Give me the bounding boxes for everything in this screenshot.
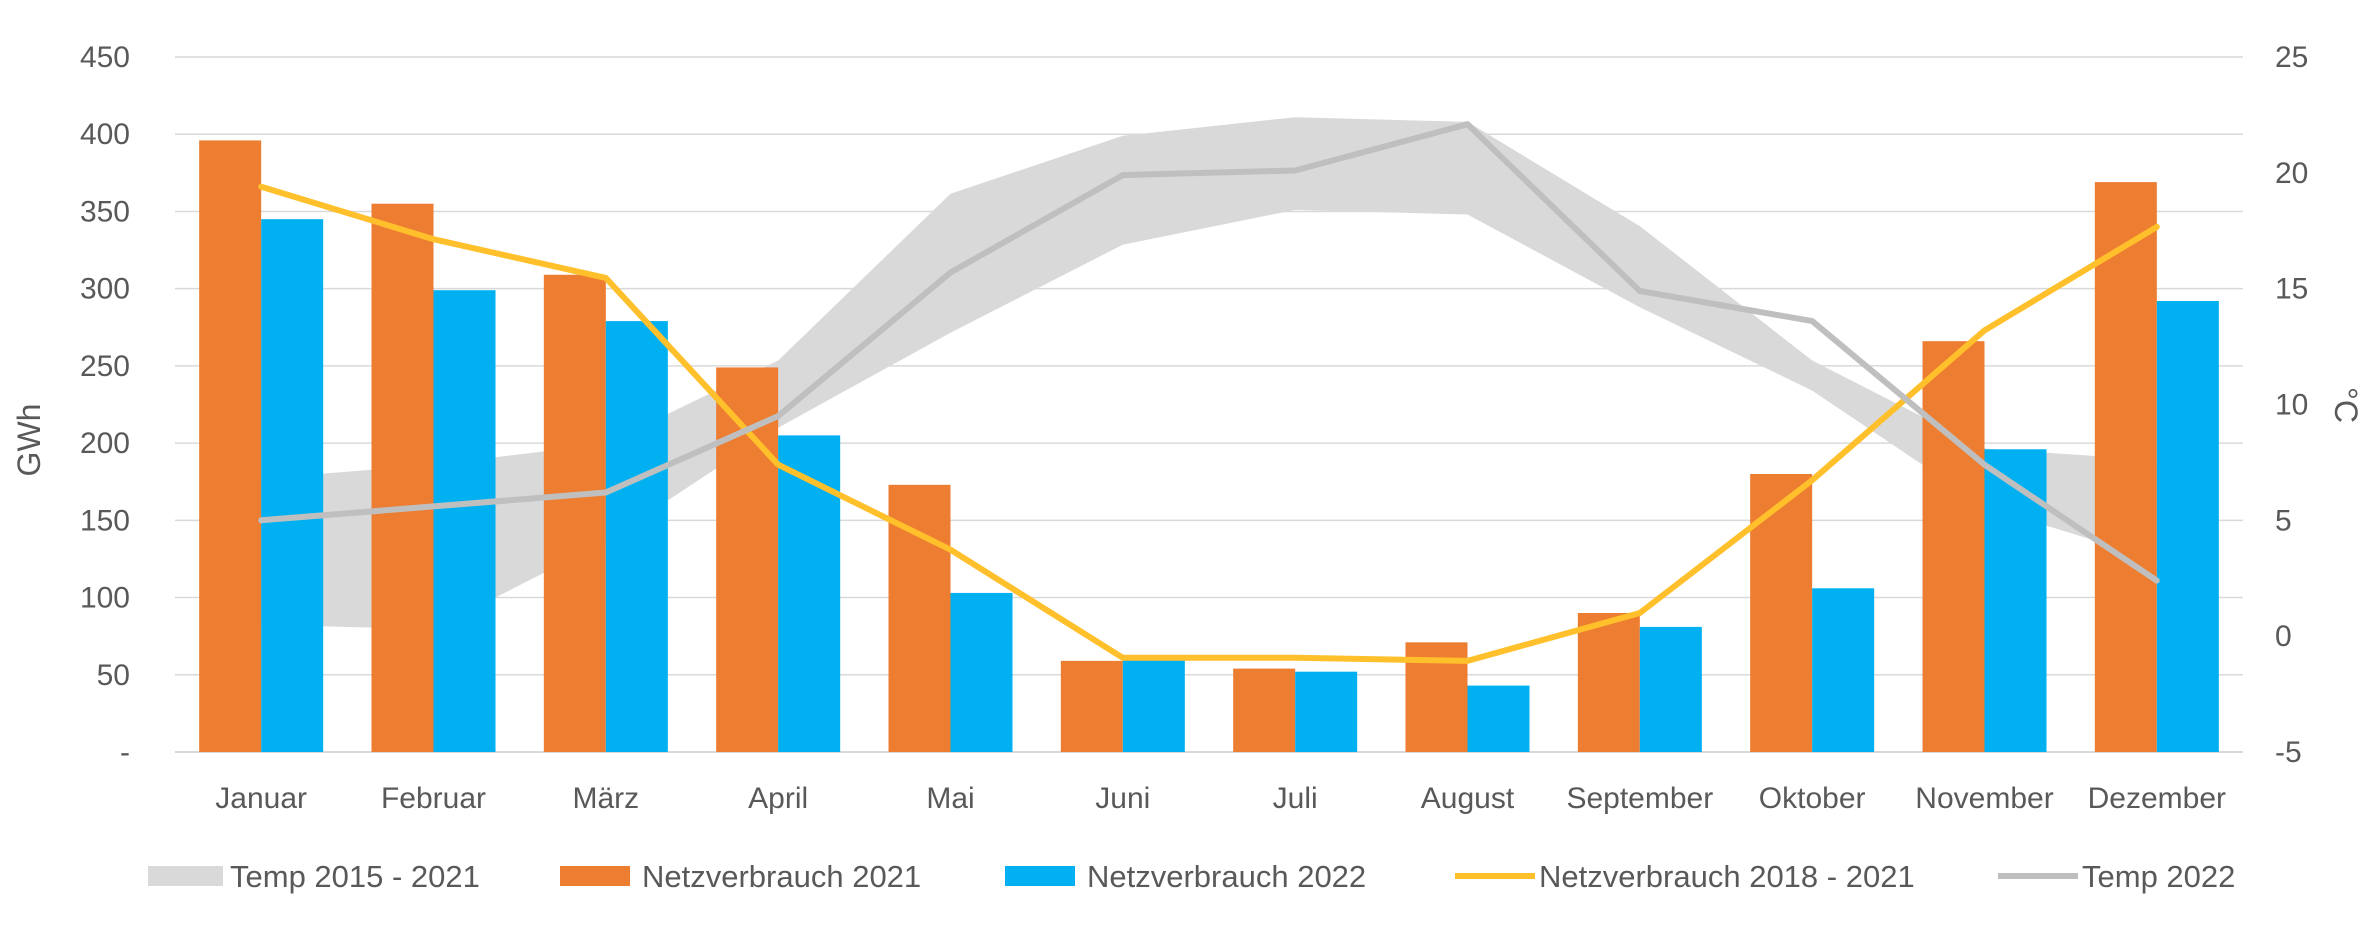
bar-netzverbrauch-2022: [1984, 449, 2047, 752]
bar-netzverbrauch-2022: [1639, 626, 1702, 752]
y-tick-label-right: 10: [2275, 389, 2308, 422]
y-tick-label-right: 20: [2275, 157, 2308, 190]
bars-layer: [199, 140, 2219, 753]
y-tick-label-left: 100: [80, 582, 130, 615]
legend: Temp 2015 - 2021 Netzverbrauch 2021 Netzve…: [148, 859, 2235, 894]
x-tick-label: Februar: [381, 782, 486, 815]
bar-netzverbrauch-2022: [1812, 588, 1875, 752]
x-tick-label: Dezember: [2088, 782, 2226, 815]
bar-netzverbrauch-2022: [1467, 685, 1530, 752]
bar-netzverbrauch-2021: [888, 484, 951, 752]
bar-netzverbrauch-2021: [1233, 668, 1296, 752]
y-tick-label-left: 300: [80, 273, 130, 306]
x-tick-label: Januar: [215, 782, 307, 815]
bar-netzverbrauch-2021: [199, 140, 262, 752]
x-tick-label: September: [1566, 782, 1713, 815]
x-tick-label: Juli: [1273, 782, 1318, 815]
x-tick-label: März: [572, 782, 639, 815]
bar-netzverbrauch-2022: [605, 321, 668, 752]
bar-netzverbrauch-2022: [2156, 301, 2219, 752]
x-tick-label: August: [1421, 782, 1515, 815]
line-netzverbrauch-2018-2021: [258, 183, 2160, 664]
bar-netzverbrauch-2022: [261, 219, 324, 752]
legend-swatch-bar: [560, 866, 630, 886]
bar-netzverbrauch-2021: [1750, 474, 1813, 752]
x-tick-label: Mai: [926, 782, 974, 815]
y-tick-label-right: 0: [2275, 620, 2292, 653]
lines-layer: [258, 121, 2160, 664]
line-temp-2022: [258, 121, 2160, 584]
y-tick-label-right: 15: [2275, 273, 2308, 306]
y-tick-label-left: -: [120, 736, 130, 769]
legend-label: Netzverbrauch 2018 - 2021: [1539, 859, 1915, 894]
legend-label: Temp 2022: [2082, 859, 2235, 894]
bar-netzverbrauch-2021: [1922, 341, 1985, 752]
legend-swatch-bar: [1005, 866, 1075, 886]
legend-swatch-band: [148, 866, 223, 886]
y-tick-label-right: 25: [2275, 41, 2308, 74]
bar-netzverbrauch-2021: [1577, 613, 1640, 752]
bar-netzverbrauch-2021: [2094, 182, 2157, 753]
y-tick-label-left: 350: [80, 195, 130, 228]
y-tick-label-left: 400: [80, 118, 130, 151]
y-axis-title-right: °C: [2328, 387, 2364, 423]
y-tick-label-right: 5: [2275, 504, 2292, 537]
bar-netzverbrauch-2022: [433, 290, 496, 752]
bar-netzverbrauch-2021: [371, 203, 434, 752]
y-tick-label-right: -5: [2275, 736, 2302, 769]
y-tick-label-left: 250: [80, 350, 130, 383]
y-tick-label-left: 450: [80, 41, 130, 74]
bar-netzverbrauch-2022: [1295, 671, 1358, 752]
legend-label: Netzverbrauch 2022: [1087, 859, 1366, 894]
x-tick-label: Juni: [1095, 782, 1150, 815]
axes-layer: -50100150200250300350400450-50510152025J…: [80, 41, 2308, 815]
bar-netzverbrauch-2022: [1122, 659, 1185, 752]
bar-netzverbrauch-2021: [716, 367, 779, 752]
x-tick-label: Oktober: [1759, 782, 1866, 815]
x-tick-label: November: [1915, 782, 2053, 815]
bar-netzverbrauch-2021: [543, 274, 606, 752]
bar-netzverbrauch-2022: [950, 592, 1013, 752]
y-tick-label-left: 150: [80, 504, 130, 537]
y-tick-label-left: 50: [97, 659, 130, 692]
x-tick-label: April: [748, 782, 808, 815]
y-axis-title-left: GWh: [11, 404, 47, 477]
y-tick-label-left: 200: [80, 427, 130, 460]
bar-netzverbrauch-2021: [1060, 660, 1123, 752]
legend-label: Netzverbrauch 2021: [642, 859, 921, 894]
legend-label: Temp 2015 - 2021: [230, 859, 480, 894]
